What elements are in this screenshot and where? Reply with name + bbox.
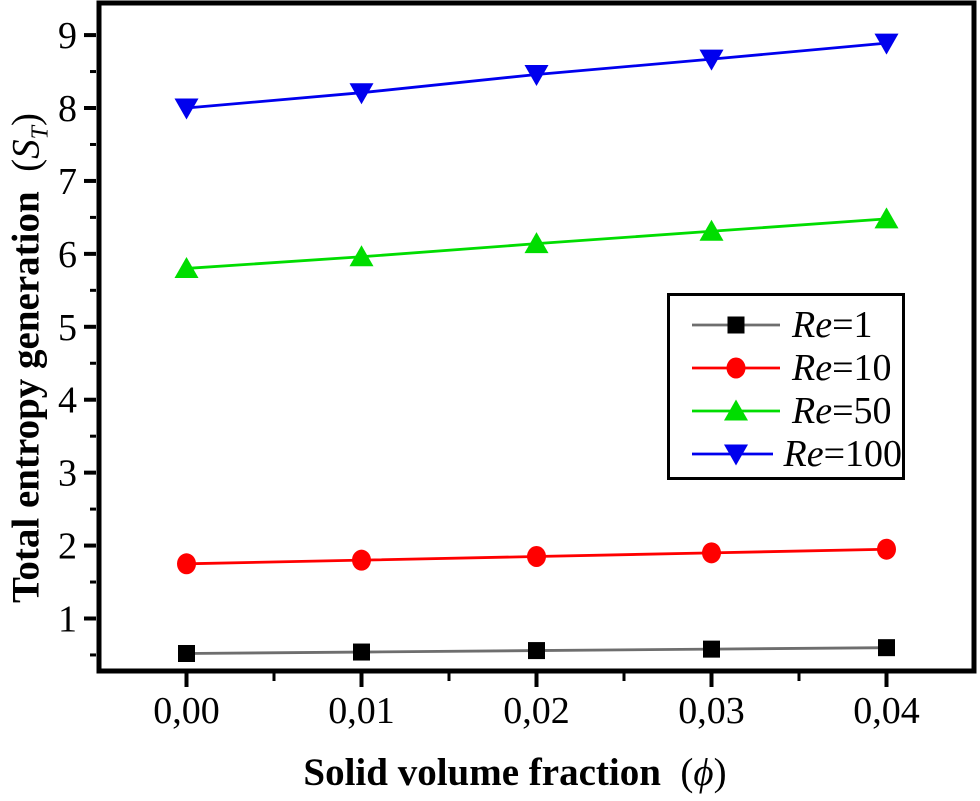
series-marker-Re-10 (702, 542, 721, 564)
y-axis-title-text: Total entropy generation (4, 191, 48, 604)
legend-value: =10 (832, 346, 892, 389)
reynolds-symbol: Re (792, 303, 833, 346)
series-marker-Re-1 (528, 642, 545, 660)
series-marker-Re-10 (527, 546, 546, 568)
legend-key-Re-100 (692, 444, 774, 465)
y-tick-label: 7 (58, 161, 77, 203)
legend-value: =1 (832, 303, 873, 346)
series-marker-Re-50 (349, 245, 374, 267)
entropy-symbol-subscript: T (27, 125, 54, 140)
legend-key-Re-50 (692, 399, 780, 420)
y-axis-title: Total entropy generation (ST) (4, 113, 55, 603)
legend-value: =50 (832, 389, 892, 432)
series-marker-Re-1 (878, 639, 895, 657)
legend-item-Re-50: Re=50 (690, 389, 902, 432)
legend-label: Re=1 (792, 303, 873, 347)
phi-symbol: ϕ (693, 751, 714, 794)
series-marker-Re-10 (877, 538, 896, 560)
x-tick-label: 0,01 (328, 690, 395, 732)
series-marker-Re-10 (177, 553, 196, 575)
legend-label: Re=10 (792, 346, 892, 390)
reynolds-symbol: Re (792, 389, 833, 432)
y-tick-label: 8 (58, 88, 77, 130)
reynolds-symbol: Re (792, 346, 833, 389)
y-tick-label: 1 (58, 598, 77, 640)
series-marker-Re-1 (703, 640, 720, 658)
y-tick-label: 5 (58, 307, 77, 349)
y-symbol-open: ( (4, 158, 48, 172)
x-axis-title-text: Solid volume fraction (303, 751, 661, 794)
series-marker-Re-50 (699, 219, 724, 241)
x-axis-title: Solid volume fraction (ϕ) (303, 750, 726, 795)
legend-item-Re-1: Re=1 (690, 303, 902, 346)
entropy-symbol: S (4, 139, 48, 159)
y-symbol-close: ) (4, 112, 48, 126)
legend-key-Re-10 (692, 357, 780, 378)
series-marker-Re-1 (178, 644, 195, 662)
circle-marker-icon (726, 357, 746, 378)
legend-key-Re-1 (692, 316, 780, 333)
series-marker-Re-100 (699, 49, 724, 71)
x-tick-label: 0,04 (853, 690, 920, 732)
plot-frame (96, 0, 977, 674)
series-marker-Re-50 (174, 256, 199, 278)
legend-item-Re-10: Re=10 (690, 346, 902, 389)
x-tick-label: 0,00 (153, 690, 220, 732)
series-marker-Re-100 (874, 33, 899, 55)
y-tick-label: 9 (58, 15, 77, 57)
series-marker-Re-100 (524, 64, 549, 86)
triangle-down-marker-icon (724, 444, 748, 465)
square-marker-icon (727, 316, 745, 333)
x-symbol-close: ) (713, 751, 727, 794)
series-marker-Re-50 (524, 232, 549, 254)
legend-label: Re=100 (783, 432, 902, 476)
triangle-up-marker-icon (724, 399, 748, 420)
legend: Re=1 Re=10 Re=50 Re=100 (667, 293, 905, 480)
x-tick-label: 0,02 (503, 690, 570, 732)
legend-value: =100 (823, 432, 902, 475)
y-tick-label: 6 (58, 234, 77, 276)
y-tick-label: 3 (58, 453, 77, 495)
series-marker-Re-1 (353, 643, 370, 661)
reynolds-symbol: Re (783, 432, 824, 475)
x-tick-label: 0,03 (678, 690, 745, 732)
series-marker-Re-50 (874, 207, 899, 229)
legend-label: Re=50 (792, 389, 892, 433)
legend-item-Re-100: Re=100 (690, 432, 902, 475)
y-tick-label: 2 (58, 526, 77, 568)
y-tick-label: 4 (58, 380, 77, 422)
series-marker-Re-100 (174, 98, 199, 120)
series-marker-Re-10 (352, 549, 371, 571)
x-symbol-open: ( (680, 751, 694, 794)
series-marker-Re-100 (349, 83, 374, 105)
